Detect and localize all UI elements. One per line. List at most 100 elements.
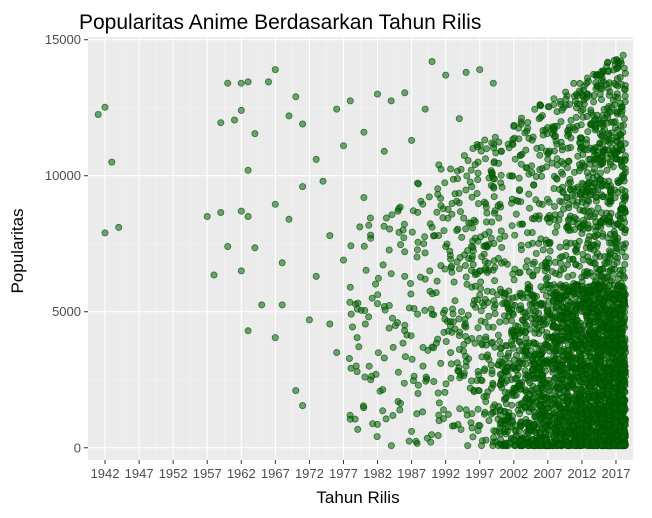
data-point [515,174,523,182]
data-point [542,423,550,431]
data-point [387,97,395,105]
data-point [326,232,334,240]
data-point [591,260,599,268]
data-point [434,431,442,439]
data-point [620,353,628,361]
data-point [368,294,376,302]
data-point [621,92,629,100]
data-point [620,115,628,123]
data-point [516,437,524,445]
data-point [589,361,597,369]
data-point [575,237,583,245]
data-point [596,71,604,79]
data-point [490,193,498,201]
data-point [485,417,493,425]
data-point [472,303,480,311]
data-point [435,399,443,407]
data-point [210,271,218,279]
data-point [462,186,470,194]
data-point [549,303,557,311]
data-point [584,236,592,244]
data-point [437,359,445,367]
data-point [515,382,523,390]
data-point [374,349,382,357]
data-point [401,248,409,256]
data-points [94,51,630,450]
data-point [557,118,565,126]
data-point [447,360,455,368]
data-point [567,143,575,151]
data-point [434,389,442,397]
data-point [544,308,552,316]
data-point [414,389,422,397]
data-point [443,240,451,248]
data-point [339,142,347,150]
data-point [618,146,626,154]
data-point [489,323,497,331]
data-point [477,442,485,450]
data-point [616,131,624,139]
data-point [382,415,390,423]
data-point [360,242,368,250]
data-point [397,241,405,249]
data-point [347,242,355,250]
data-point [437,165,445,173]
data-point [605,212,613,220]
data-point [251,244,259,252]
data-point [556,411,564,419]
data-point [481,155,489,163]
data-point [517,160,525,168]
data-point [564,164,572,172]
data-point [361,373,369,381]
y-tick-label: 15000 [45,32,81,47]
data-point [271,66,279,74]
data-point [365,313,373,321]
data-point [496,350,504,358]
data-point [326,320,334,328]
data-point [490,297,498,305]
data-point [432,289,440,297]
data-point [614,254,622,262]
data-point [379,407,387,415]
data-point [610,329,618,337]
data-point [467,166,475,174]
data-point [577,121,585,129]
data-point [603,181,611,189]
data-point [442,71,450,79]
data-point [589,282,597,290]
data-point [501,232,509,240]
data-point [516,268,524,276]
data-point [526,204,534,212]
data-point [422,377,430,385]
data-point [524,119,532,127]
data-point [606,200,614,208]
data-point [401,272,409,280]
data-point [563,261,571,269]
x-tick-label: 1947 [125,466,154,481]
data-point [278,259,286,267]
data-point [531,105,539,113]
data-point [550,101,558,109]
data-point [414,179,422,187]
data-point [407,332,415,340]
data-point [474,169,482,177]
data-point [485,312,493,320]
data-point [518,220,526,228]
data-point [474,324,482,332]
y-axis: 0 5000 10000 15000 [45,32,88,455]
data-point [488,169,496,177]
data-point [503,428,511,436]
data-point [374,274,382,282]
data-point [524,124,532,132]
data-point [453,197,461,205]
data-point [490,434,498,442]
data-point [618,396,626,404]
data-point [617,404,625,412]
y-axis-title: Popularitas [8,208,27,293]
data-point [497,179,505,187]
data-point [562,95,570,103]
data-point [366,214,374,222]
x-tick-label: 2017 [602,466,631,481]
data-point [570,218,578,226]
data-point [590,98,598,106]
